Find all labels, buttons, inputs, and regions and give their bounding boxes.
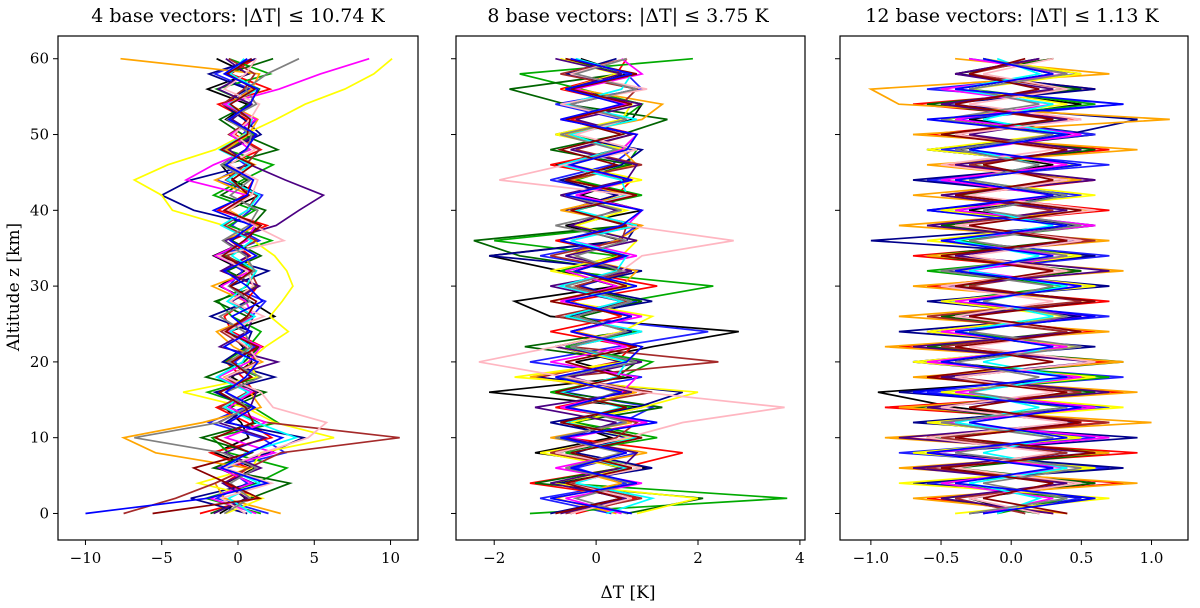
series-line-13 <box>940 57 1082 515</box>
series-line-12 <box>926 57 1096 515</box>
x-tick-label: −0.5 <box>923 549 959 567</box>
panel-title: 8 base vectors: |ΔT| ≤ 3.75 K <box>487 5 769 27</box>
x-axis-label: ΔT [K] <box>601 583 656 603</box>
series-line-14 <box>550 57 643 515</box>
x-tick-label: 0.5 <box>1069 549 1093 567</box>
panel-8-base-vectors: 8 base vectors: |ΔT| ≤ 3.75 K ΔT [K] −2 0… <box>451 5 806 603</box>
series-line-14 <box>152 57 263 515</box>
series-line-13 <box>134 57 300 515</box>
y-tick-label: 60 <box>30 50 49 68</box>
x-tick-label: 10 <box>381 549 400 567</box>
x-tick-label: −5 <box>151 549 173 567</box>
series-line-3 <box>494 57 788 515</box>
x-tick-label: −1.0 <box>853 549 889 567</box>
x-tick-label: 2 <box>693 549 703 567</box>
plot-frame <box>455 35 806 541</box>
series-line-7 <box>514 57 699 515</box>
y-tick-label: 40 <box>30 201 49 219</box>
plot-frame <box>839 35 1189 541</box>
series-line-6 <box>120 57 281 515</box>
x-tick-label: 5 <box>309 549 319 567</box>
series-line-6 <box>867 57 1170 515</box>
series-line-13 <box>555 57 638 515</box>
series-line-15 <box>550 57 658 515</box>
y-tick-label: 30 <box>30 277 49 295</box>
panel-title: 12 base vectors: |ΔT| ≤ 1.13 K <box>865 5 1159 27</box>
y-axis-label: Altitude z [km] <box>4 223 24 352</box>
series-line-7 <box>132 58 393 515</box>
x-tick-label: −10 <box>70 549 102 567</box>
series-group <box>85 57 400 515</box>
x-tick-label: 4 <box>795 549 805 567</box>
series-group <box>473 57 788 515</box>
series-line-9 <box>183 57 370 515</box>
panel-4-base-vectors: 4 base vectors: |ΔT| ≤ 10.74 K Altitude … <box>4 5 419 567</box>
y-tick-label: 10 <box>30 429 49 447</box>
y-tick-label: 50 <box>30 126 49 144</box>
x-tick-label: 0 <box>233 549 243 567</box>
series-line-12 <box>215 58 329 515</box>
y-tick-label: 20 <box>30 353 49 371</box>
panel-title: 4 base vectors: |ΔT| ≤ 10.74 K <box>91 5 385 27</box>
x-tick-label: 0.0 <box>999 549 1023 567</box>
series-line-14 <box>926 57 1096 515</box>
series-line-6 <box>529 57 665 515</box>
x-tick-label: 0 <box>591 549 601 567</box>
x-tick-label: 1.0 <box>1140 549 1164 567</box>
x-tick-label: −2 <box>483 549 505 567</box>
series-line-15 <box>85 57 285 515</box>
panel-12-base-vectors: 12 base vectors: |ΔT| ≤ 1.13 K −1.0 −0.5 0… <box>835 5 1189 567</box>
y-tick-label: 0 <box>39 504 49 522</box>
series-line-15 <box>912 57 1124 515</box>
series-group <box>867 57 1170 515</box>
series-line-11 <box>557 57 656 515</box>
